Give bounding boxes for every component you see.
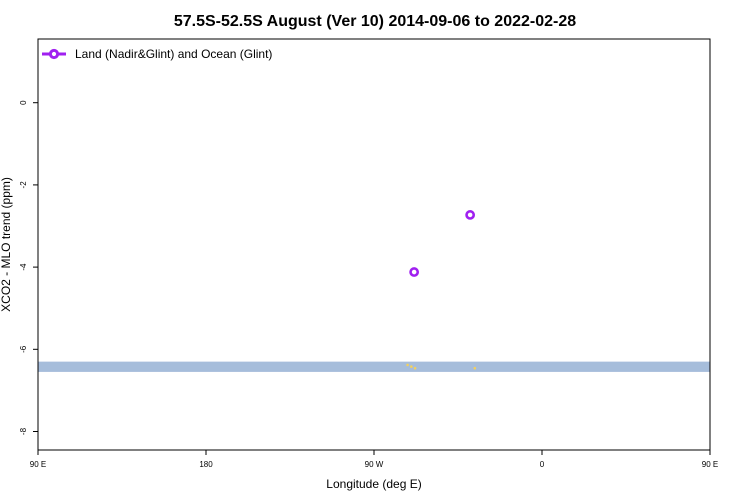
axis-ticks: 90 E 180 90 W 0 90 E 0 -2 -4 -6 -8 xyxy=(19,100,718,469)
plot-area xyxy=(38,210,710,372)
y-tick-label: -8 xyxy=(19,427,28,435)
x-tick-label: 90 E xyxy=(30,460,46,469)
legend-label: Land (Nadir&Glint) and Ocean (Glint) xyxy=(75,47,272,61)
chart-title: 57.5S-52.5S August (Ver 10) 2014-09-06 t… xyxy=(174,13,576,30)
data-point xyxy=(409,267,420,277)
y-tick-label: -6 xyxy=(19,345,28,353)
land-band xyxy=(38,361,710,372)
plot-frame xyxy=(37,38,711,451)
x-tick-label: 180 xyxy=(199,460,213,469)
y-tick-label: 0 xyxy=(19,100,28,105)
x-tick-label: 90 W xyxy=(365,460,384,469)
land-mark xyxy=(406,363,409,367)
y-axis-label: XCO2 - MLO trend (ppm) xyxy=(0,177,13,312)
x-axis-label: Longitude (deg E) xyxy=(326,477,421,491)
land-mark xyxy=(473,366,477,370)
x-tick-label: 0 xyxy=(540,460,545,469)
legend-marker xyxy=(48,48,60,60)
land-mark xyxy=(413,366,417,370)
x-tick-label: 90 E xyxy=(702,460,718,469)
land-mark xyxy=(410,365,413,368)
y-tick-label: -4 xyxy=(19,263,28,271)
data-point xyxy=(465,210,476,220)
legend: Land (Nadir&Glint) and Ocean (Glint) xyxy=(42,47,272,61)
y-tick-label: -2 xyxy=(19,181,28,189)
